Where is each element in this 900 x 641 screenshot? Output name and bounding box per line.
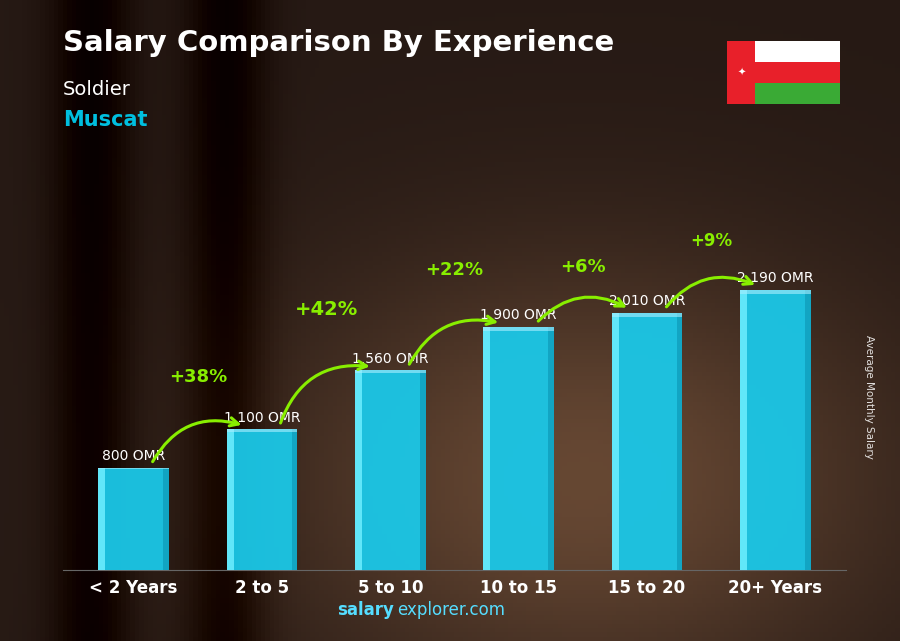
Text: +22%: +22%	[426, 262, 483, 279]
Bar	[806, 290, 811, 570]
Text: 1,900 OMR: 1,900 OMR	[481, 308, 557, 322]
Text: salary: salary	[338, 601, 394, 619]
Bar	[292, 429, 297, 570]
Bar	[740, 290, 811, 570]
Bar	[355, 370, 426, 374]
Bar	[612, 313, 619, 570]
Bar	[355, 370, 426, 570]
Text: Soldier: Soldier	[63, 80, 130, 99]
Text: Average Monthly Salary: Average Monthly Salary	[863, 335, 874, 460]
Text: 2,010 OMR: 2,010 OMR	[609, 294, 685, 308]
Text: explorer.com: explorer.com	[397, 601, 505, 619]
Text: +9%: +9%	[690, 232, 733, 250]
Text: +38%: +38%	[168, 368, 227, 386]
Bar	[612, 313, 682, 317]
Bar	[483, 327, 554, 331]
Text: Muscat: Muscat	[63, 110, 148, 130]
Text: 800 OMR: 800 OMR	[102, 449, 166, 463]
Text: Salary Comparison By Experience: Salary Comparison By Experience	[63, 29, 614, 57]
Bar	[227, 429, 234, 570]
Text: 1,560 OMR: 1,560 OMR	[352, 352, 428, 366]
Bar	[98, 468, 169, 469]
Text: +42%: +42%	[294, 300, 358, 319]
Bar	[612, 313, 682, 570]
Bar	[483, 327, 554, 570]
Text: ✦: ✦	[737, 67, 745, 78]
Bar	[740, 290, 811, 294]
Bar	[227, 429, 297, 431]
Text: 1,100 OMR: 1,100 OMR	[224, 411, 301, 425]
Bar	[98, 468, 105, 570]
Bar	[755, 62, 840, 83]
Bar	[163, 468, 169, 570]
Bar	[98, 468, 169, 570]
Bar	[677, 313, 682, 570]
Bar	[740, 290, 747, 570]
Bar	[755, 41, 840, 62]
Bar	[755, 83, 840, 104]
Bar	[483, 327, 490, 570]
Text: 2,190 OMR: 2,190 OMR	[737, 271, 814, 285]
Bar	[420, 370, 426, 570]
Text: +6%: +6%	[560, 258, 606, 276]
Bar	[727, 41, 755, 104]
Bar	[227, 429, 297, 570]
Bar	[355, 370, 362, 570]
Bar	[548, 327, 554, 570]
